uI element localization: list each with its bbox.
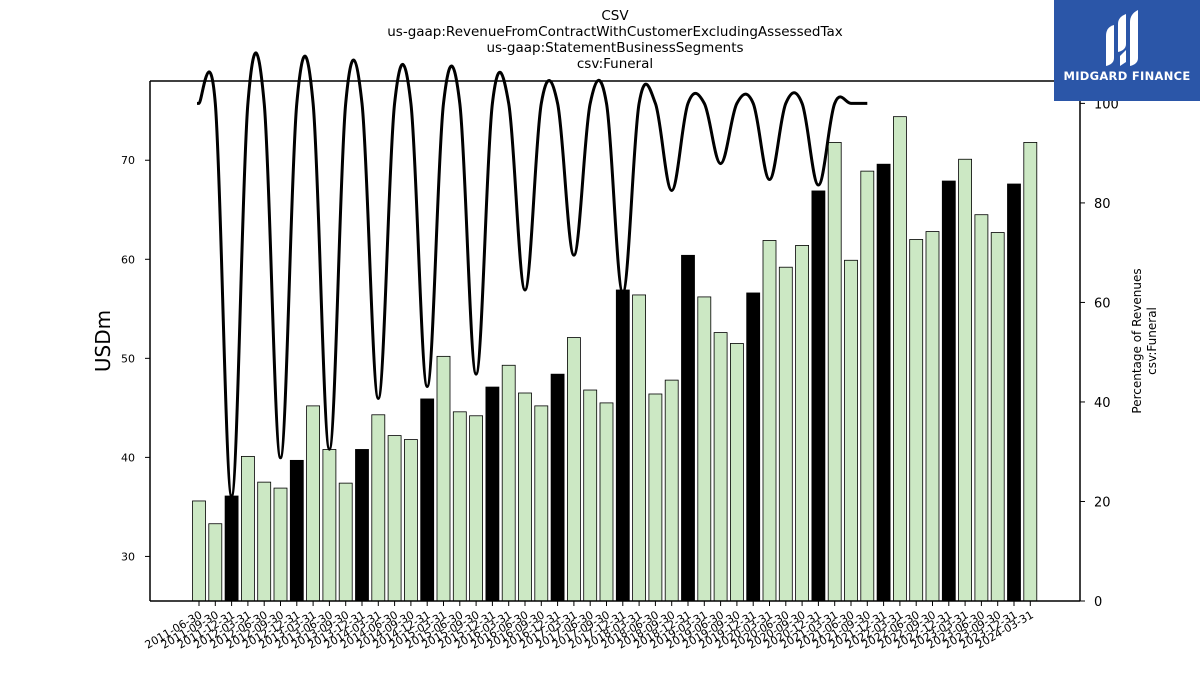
percentage-line-group — [197, 51, 868, 498]
bar-2011-06-30 — [192, 500, 206, 602]
bar-2013-06-30 — [322, 449, 337, 602]
title-line-1: CSV — [601, 8, 629, 24]
bar-2021-03-31 — [827, 142, 842, 602]
bar-2022-12-31 — [941, 180, 956, 602]
bar-2016-03-31 — [501, 364, 516, 602]
chart-title: CSV us-gaap:RevenueFromContractWithCusto… — [0, 8, 1200, 72]
title-line-4: csv:Funeral — [576, 56, 654, 72]
y2-axis-label-line-2: csv:Funeral — [1145, 307, 1159, 375]
bar-2018-12-31 — [681, 254, 695, 602]
title-line-2: us-gaap:RevenueFromContractWithCustomerE… — [387, 24, 843, 40]
bar-2019-12-31 — [746, 292, 761, 602]
bar-2014-06-30 — [387, 435, 402, 602]
bar-2011-09-30 — [208, 523, 223, 602]
bar-2020-06-30 — [778, 266, 793, 602]
percentage-series-line — [197, 51, 868, 498]
bar-2015-09-30 — [469, 415, 484, 602]
bar-2019-09-30 — [730, 343, 744, 602]
axes-group — [149, 80, 1081, 602]
bar-2017-12-31 — [615, 289, 630, 602]
left-tick-label: 40 — [121, 451, 135, 464]
title-line-3: us-gaap:StatementBusinessSegments — [486, 40, 744, 56]
bar-2021-09-30 — [860, 170, 875, 602]
bar-2012-06-30 — [257, 481, 272, 602]
bar-2017-06-30 — [583, 389, 598, 602]
bar-2022-06-30 — [909, 239, 924, 602]
bar-2018-03-31 — [632, 294, 646, 602]
left-tick-label: 70 — [121, 154, 135, 167]
bar-2020-03-31 — [762, 240, 777, 602]
bar-2011-12-31 — [224, 495, 239, 602]
bar-2023-06-30 — [974, 214, 989, 602]
bar-2015-03-31 — [436, 355, 451, 602]
x-axis-ticks: 2011-06-302011-09-302011-12-312012-03-31… — [143, 601, 1036, 652]
y-axis-label: USDm — [91, 310, 115, 372]
bar-2021-06-30 — [844, 259, 858, 602]
bar-2020-09-30 — [795, 245, 809, 602]
bar-2013-12-31 — [355, 449, 369, 602]
bar-2023-12-31 — [1007, 183, 1021, 602]
bar-2017-09-30 — [599, 402, 614, 602]
logo-text: MIDGARD FINANCE — [1063, 69, 1191, 83]
right-tick-label: 0 — [1094, 595, 1102, 610]
bar-2015-06-30 — [452, 411, 467, 602]
bar-2013-03-31 — [306, 405, 321, 602]
right-tick-label: 40 — [1094, 396, 1111, 411]
left-axis-ticks: 30 40 50 60 70 — [121, 154, 150, 563]
bar-2023-09-30 — [990, 232, 1005, 602]
bar-2022-03-31 — [893, 116, 907, 602]
bar-2014-09-30 — [403, 439, 418, 602]
right-tick-label: 20 — [1094, 495, 1111, 510]
y2-axis-label-line-1: Percentage of Revenues — [1130, 268, 1144, 413]
bar-2019-06-30 — [713, 332, 728, 602]
bar-2023-03-31 — [958, 158, 972, 602]
bar-2018-06-30 — [648, 393, 663, 602]
bar-2013-09-30 — [338, 482, 353, 602]
bar-2012-09-30 — [273, 487, 288, 602]
bar-2016-09-30 — [534, 405, 549, 602]
right-tick-label: 100 — [1094, 97, 1119, 112]
bar-2012-03-31 — [240, 455, 255, 602]
bar-2017-03-31 — [567, 337, 581, 602]
midgard-finance-logo: MIDGARD FINANCE — [1054, 0, 1200, 101]
bar-2024-03-31 — [1023, 142, 1038, 602]
bar-2015-12-31 — [485, 386, 500, 602]
bar-2018-09-30 — [664, 379, 679, 602]
bar-2020-12-31 — [811, 190, 826, 602]
left-tick-label: 50 — [121, 352, 135, 365]
right-tick-label: 60 — [1094, 296, 1111, 311]
bar-2014-12-31 — [420, 398, 435, 602]
bars-group — [192, 116, 1038, 602]
bar-2022-09-30 — [925, 231, 940, 602]
left-tick-label: 60 — [121, 253, 135, 266]
bar-2016-06-30 — [518, 392, 532, 602]
left-tick-label: 30 — [121, 550, 135, 563]
bar-2021-12-31 — [876, 163, 891, 602]
logo-mark-icon — [1106, 10, 1138, 66]
right-axis-ticks: 0 20 40 60 80 100 — [1080, 97, 1119, 610]
bar-2019-03-31 — [697, 296, 712, 602]
bar-2014-03-31 — [371, 414, 386, 602]
right-tick-label: 80 — [1094, 197, 1111, 212]
bar-2012-12-31 — [289, 459, 304, 602]
bar-2016-12-31 — [550, 373, 565, 602]
